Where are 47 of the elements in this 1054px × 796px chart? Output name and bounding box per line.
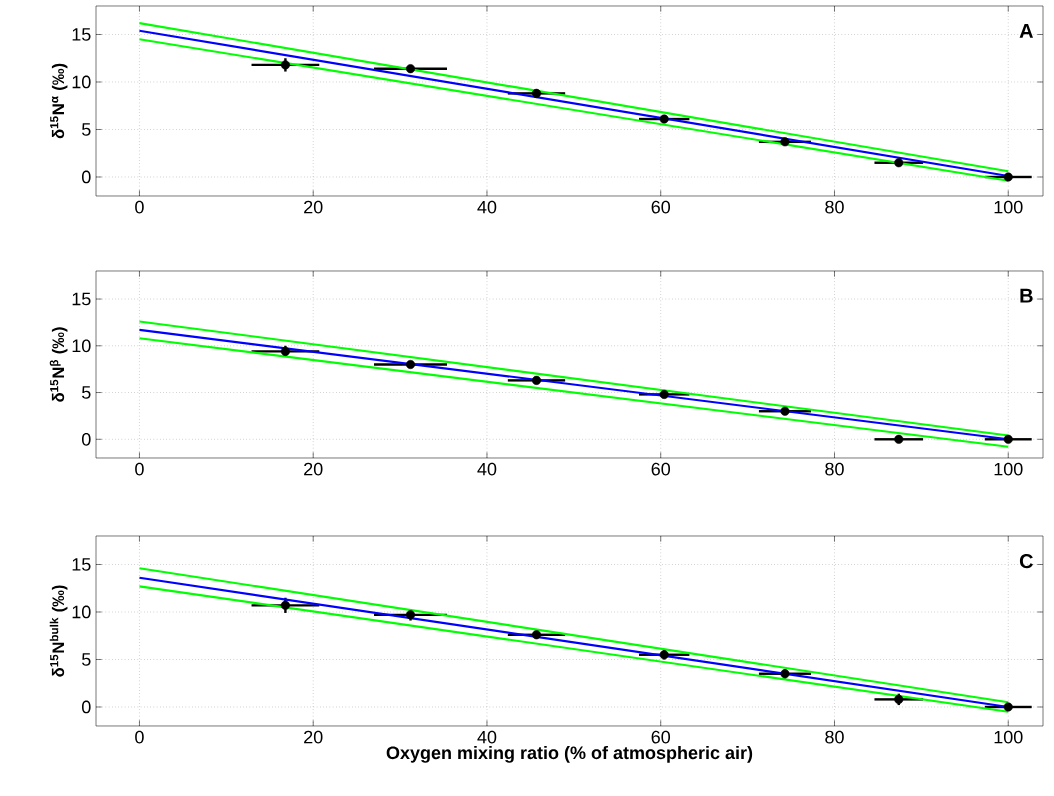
x-tick-label: 0	[135, 462, 144, 476]
y-tick-label: 10	[72, 605, 91, 619]
x-tick-label: 40	[477, 730, 497, 744]
x-tick-label: 100	[994, 730, 1023, 744]
annotation: B	[1020, 288, 1033, 303]
point	[780, 406, 790, 416]
y-tick-label: 5	[82, 386, 91, 399]
x-tick-label: 20	[304, 462, 323, 476]
x-tick-label: 60	[651, 462, 671, 476]
y-tick-label: 10	[72, 339, 91, 353]
point	[894, 434, 904, 444]
y-tick-label: 10	[72, 75, 91, 89]
y-tick-label: 5	[82, 653, 91, 666]
x-tick-label: 100	[994, 200, 1023, 214]
x-tick-label: 40	[477, 462, 497, 476]
y-tick-label: 0	[82, 170, 91, 184]
x-tick-label: 80	[825, 462, 844, 476]
y-axis-title: δ$^{15}$N$^{α}$ (‰)	[50, 63, 68, 139]
point	[531, 88, 542, 98]
x-tick-label: 20	[304, 730, 323, 744]
point	[1003, 434, 1013, 444]
x-tick-label: 20	[304, 200, 323, 214]
point	[659, 114, 669, 124]
y-tick-label: 15	[72, 558, 91, 571]
y-tick-label: 0	[82, 700, 91, 714]
y-tick-label: 0	[82, 432, 91, 446]
annotation: A	[1019, 24, 1034, 38]
y-axis-title: δ$^{15}$N$^{β}$ (‰)	[49, 327, 68, 402]
x-tick-label: 40	[477, 200, 497, 214]
annotation: C	[1019, 554, 1033, 569]
y-tick-label: 15	[72, 28, 91, 41]
x-tick-label: 80	[825, 730, 844, 744]
point	[405, 359, 416, 370]
x-tick-label: 80	[825, 200, 844, 214]
point	[1003, 172, 1013, 182]
x-tick-label: 100	[994, 462, 1023, 476]
x-tick-label: 60	[651, 200, 671, 214]
x-tick-label: 0	[135, 200, 144, 214]
point	[659, 389, 669, 399]
x-axis-title: Oxygen mixing ratio (% of atmospheric air)	[386, 745, 753, 763]
y-axis-title: δ$^{15}$N$^{bulk}$ (‰)	[49, 585, 68, 677]
x-tick-label: 60	[651, 730, 671, 744]
y-tick-label: 5	[82, 123, 91, 136]
x-tick-label: 0	[135, 730, 144, 744]
point	[531, 375, 542, 385]
y-tick-label: 15	[72, 292, 91, 306]
point	[894, 158, 904, 168]
